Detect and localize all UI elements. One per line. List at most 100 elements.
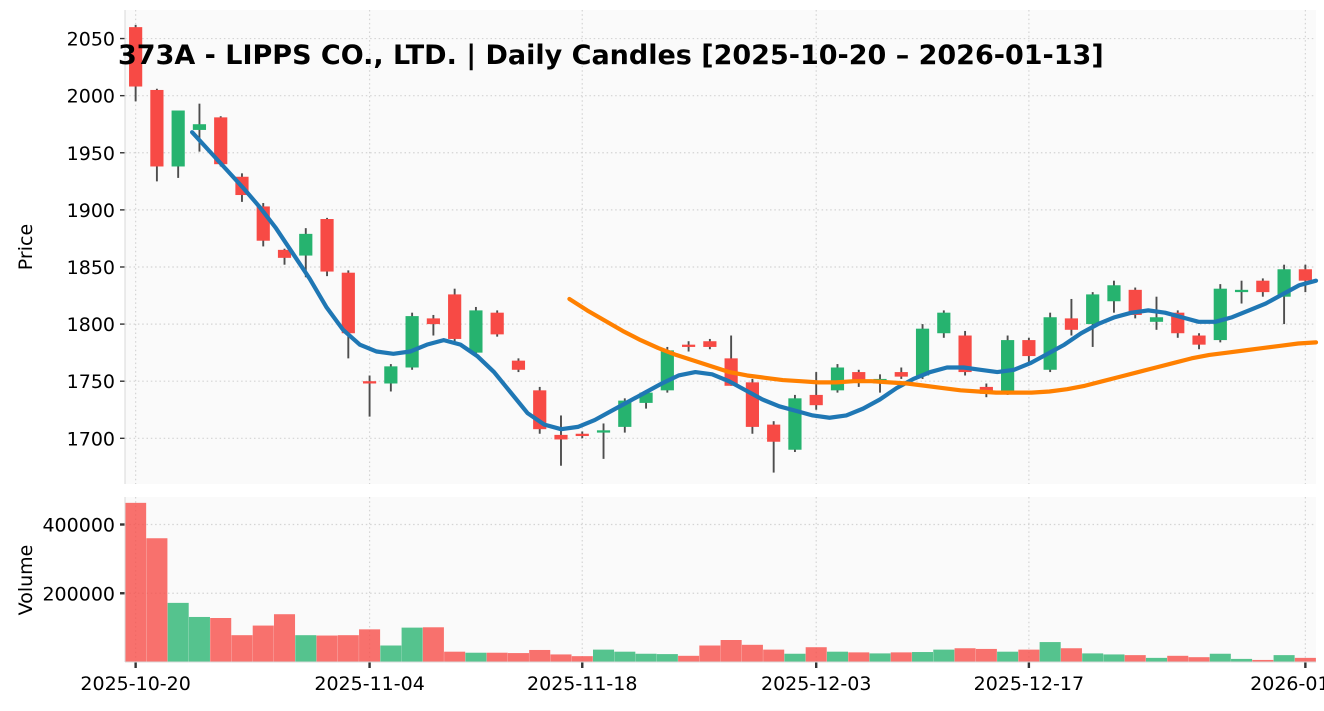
candle-body: [129, 27, 143, 87]
candle-body: [405, 316, 419, 368]
volume-bar: [975, 648, 997, 662]
volume-axis-title: Volume: [15, 545, 37, 616]
volume-bar: [571, 656, 593, 662]
candle-body: [1001, 340, 1015, 393]
volume-bar: [273, 614, 296, 662]
candle-body: [915, 328, 930, 376]
candle-body: [639, 392, 653, 403]
candle-body: [767, 424, 781, 442]
volume-bar: [678, 655, 700, 662]
candle-body: [384, 366, 398, 384]
volume-bar: [592, 649, 615, 662]
volume-bar: [614, 651, 636, 662]
volume-bar: [848, 652, 870, 662]
volume-bar: [720, 640, 742, 662]
volume-bar: [380, 645, 402, 662]
volume-bar: [1103, 654, 1125, 662]
candle-body: [894, 372, 908, 377]
candle-body: [1213, 288, 1227, 341]
candle-body: [299, 233, 313, 256]
volume-bar: [1082, 653, 1104, 662]
price-tick-label: 1750: [67, 371, 115, 393]
volume-bar: [699, 645, 721, 662]
candle-body: [511, 360, 526, 370]
candle-body: [958, 335, 972, 373]
candle-body: [852, 372, 866, 382]
candle-body: [320, 219, 334, 272]
candle-body: [1107, 285, 1121, 302]
date-tick-label: 2025-12-03: [761, 673, 871, 695]
candle-body: [788, 398, 802, 450]
volume-bar: [912, 652, 934, 662]
candle-body: [1256, 280, 1270, 293]
candle-body: [1298, 269, 1312, 281]
volume-tick-label: 400000: [42, 515, 115, 537]
volume-bar: [1188, 657, 1210, 662]
volume-bar: [784, 653, 806, 662]
candle-body: [448, 294, 462, 339]
candle-body: [362, 381, 377, 384]
candle-body: [341, 272, 355, 334]
volume-bar: [763, 649, 785, 662]
volume-bar: [231, 635, 253, 662]
candle-body: [745, 382, 759, 427]
date-tick-label: 2026-01-05: [1250, 673, 1324, 695]
volume-bar: [125, 502, 147, 662]
volume-bar: [444, 651, 466, 662]
volume-bar: [890, 652, 912, 662]
chart-title: 373A - LIPPS CO., LTD. | Daily Candles […: [118, 40, 1104, 71]
volume-bar: [401, 627, 423, 662]
price-tick-label: 1850: [67, 257, 115, 279]
volume-bar: [1231, 658, 1253, 662]
candle-body: [1064, 318, 1079, 330]
volume-bar: [1273, 655, 1295, 662]
candle-body: [1149, 317, 1164, 322]
volume-bar: [167, 602, 189, 662]
date-tick-label: 2025-10-20: [80, 673, 190, 695]
candle-body: [277, 249, 292, 258]
candle-body: [150, 89, 164, 167]
volume-bar: [1124, 655, 1146, 662]
price-tick-label: 1950: [67, 143, 115, 165]
ma-line-ma_long: [567, 296, 1319, 395]
volume-bar: [997, 651, 1019, 662]
price-tick-label: 1800: [67, 314, 115, 336]
candle-body: [682, 344, 696, 347]
candle-body: [703, 341, 717, 347]
volume-bar: [1252, 659, 1274, 662]
volume-bar: [252, 625, 274, 662]
candle-body: [1128, 289, 1142, 315]
volume-bar: [146, 538, 168, 662]
volume-bar: [869, 653, 891, 662]
candle-body: [1086, 294, 1100, 325]
volume-bar: [529, 649, 551, 662]
volume-bar: [1145, 657, 1168, 662]
volume-bar: [359, 629, 381, 662]
price-tick-label: 1900: [67, 200, 115, 222]
volume-bar: [1167, 655, 1189, 662]
candle-body: [554, 434, 568, 440]
volume-bar: [316, 635, 338, 662]
candle-body: [1234, 289, 1249, 293]
volume-bar: [805, 647, 827, 662]
candle-body: [937, 312, 951, 334]
date-tick-label: 2025-12-17: [974, 673, 1084, 695]
candle-body: [830, 367, 845, 391]
candle-body: [171, 110, 185, 167]
candle-body: [596, 430, 611, 433]
candle-body: [1192, 335, 1206, 345]
volume-bar: [486, 652, 508, 662]
volume-bar: [188, 616, 210, 662]
volume-bar: [550, 654, 572, 662]
candle-body: [192, 124, 207, 130]
candle-body: [1043, 317, 1057, 370]
volume-bar: [422, 627, 444, 662]
volume-bar: [210, 618, 232, 662]
price-tick-label: 1700: [67, 428, 115, 450]
price-tick-label: 2000: [67, 86, 115, 108]
volume-bars: [125, 502, 1316, 662]
volume-tick-label: 200000: [42, 583, 115, 605]
price-axis-title: Price: [15, 224, 37, 270]
candle-body: [469, 310, 483, 353]
